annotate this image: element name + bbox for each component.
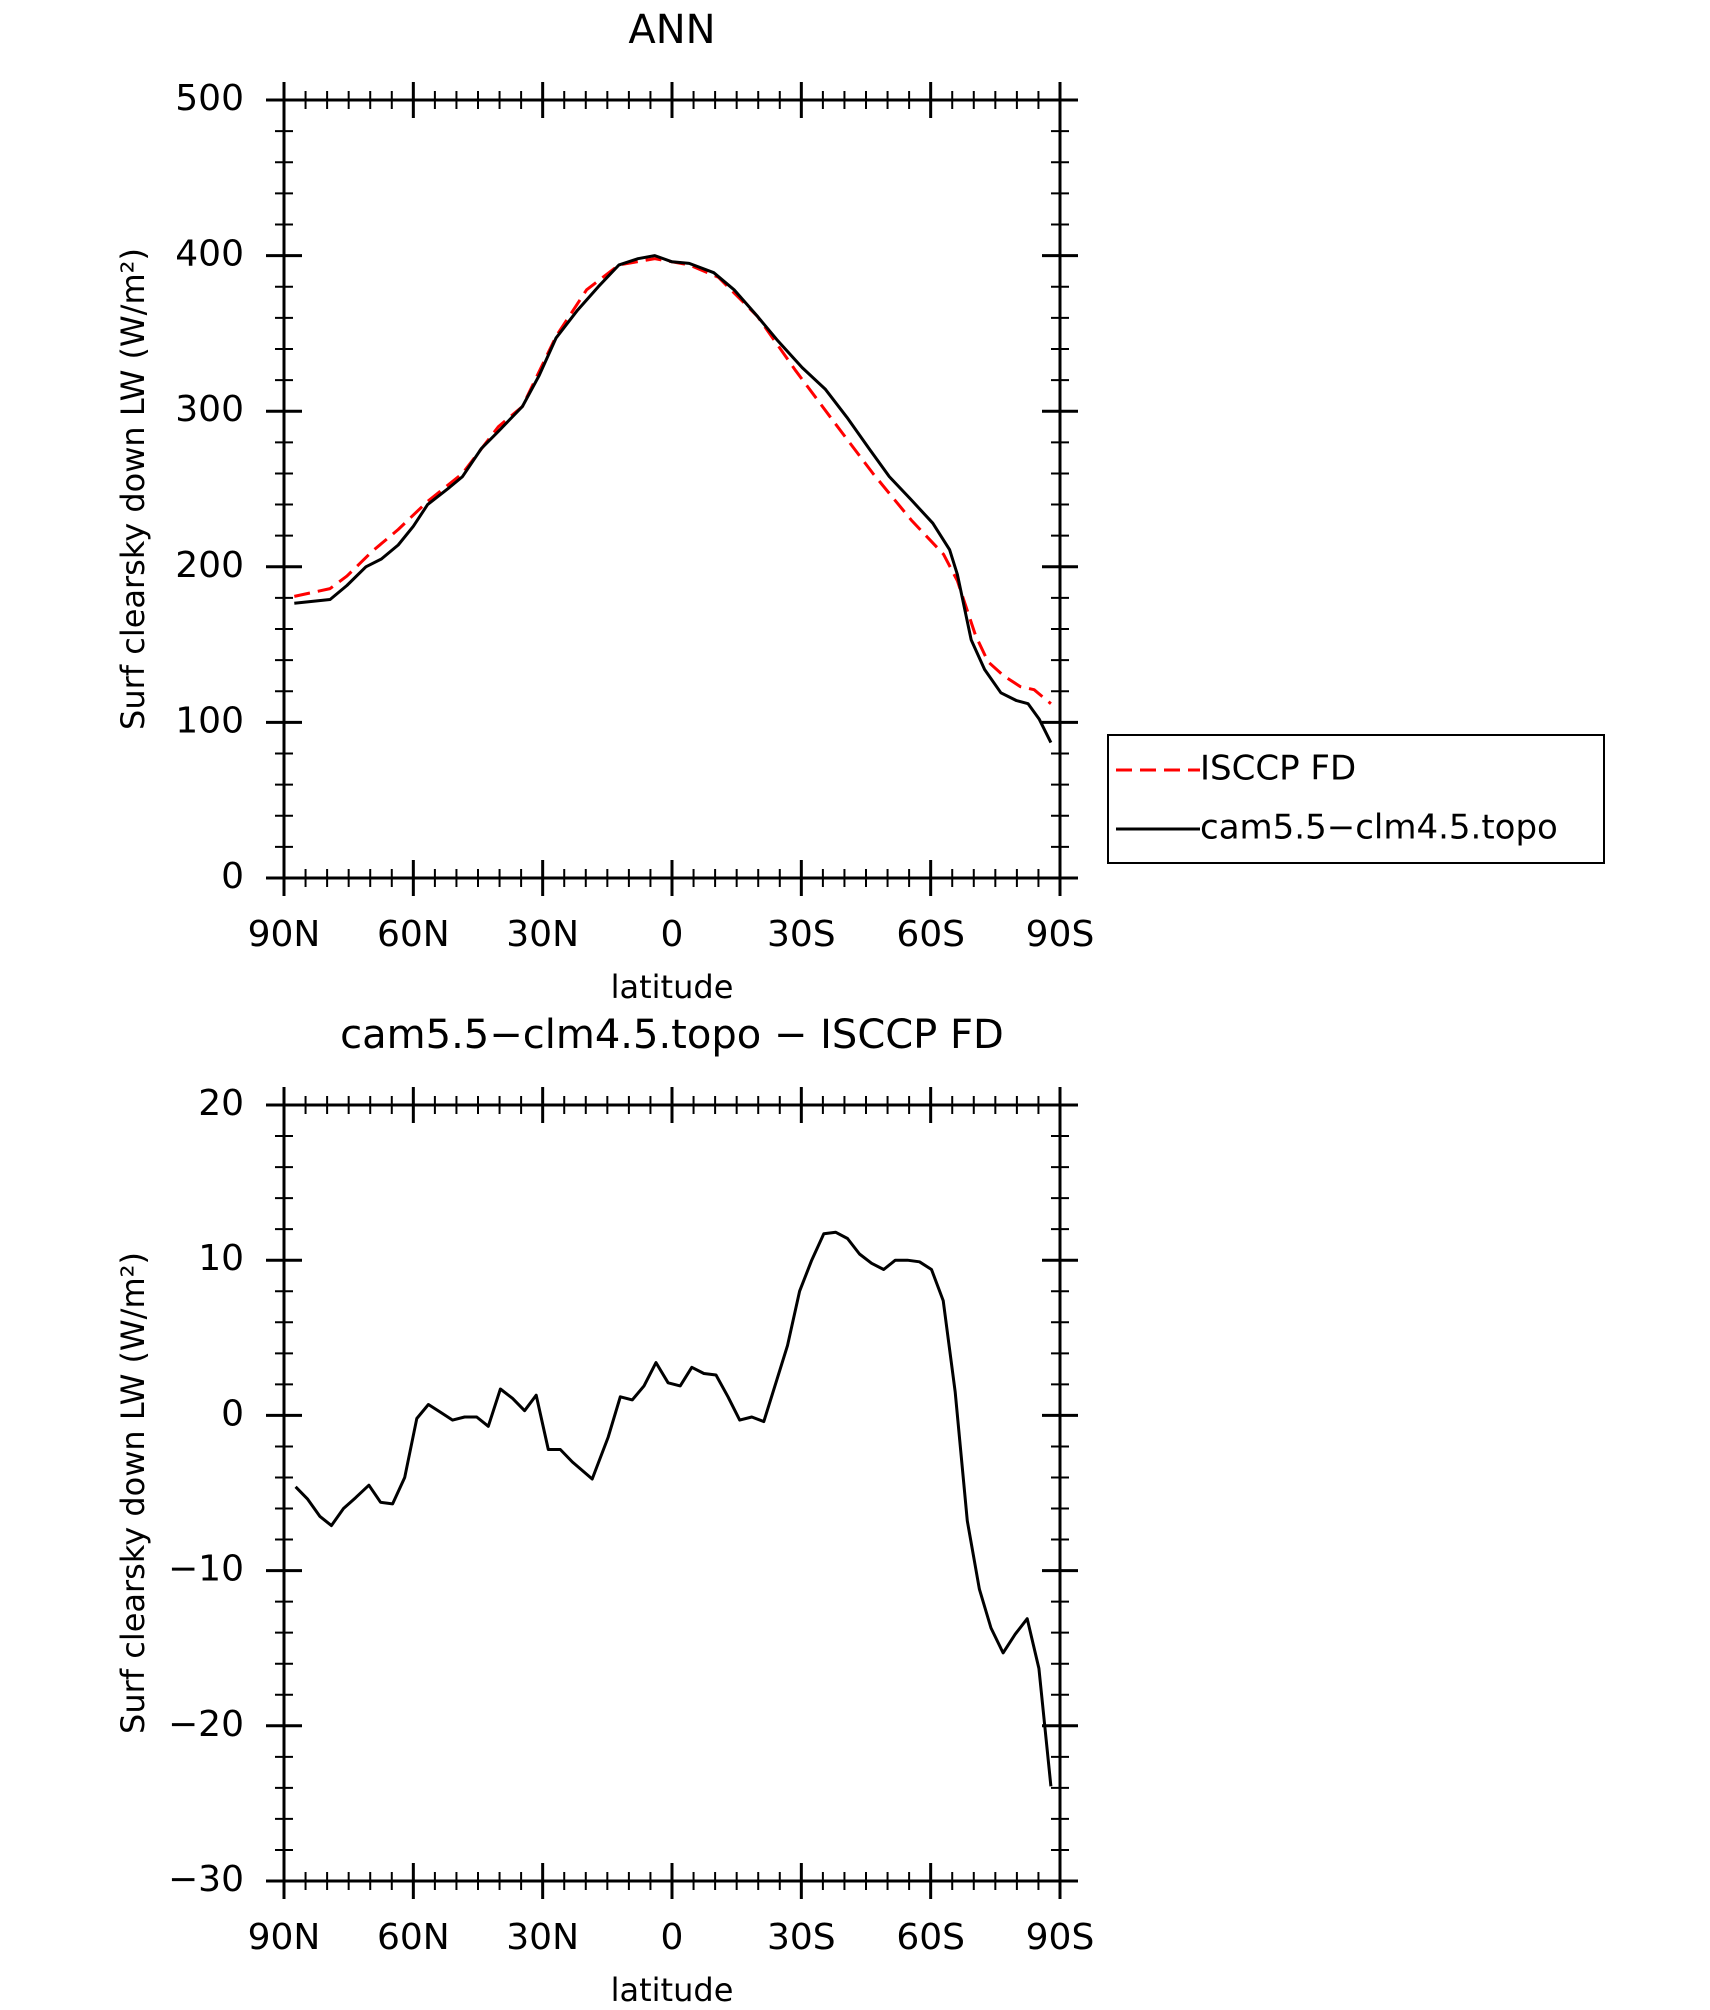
x-tick-label: 60N — [377, 914, 450, 955]
x-tick-label: 60N — [377, 1917, 450, 1958]
y-tick-label: 0 — [221, 1393, 244, 1434]
data-line — [294, 254, 1053, 744]
y-tick-label: 200 — [175, 545, 244, 586]
x-tick-label: 30N — [506, 914, 579, 955]
y-tick-label: 10 — [198, 1238, 244, 1279]
x-tick-label: 30S — [767, 914, 836, 955]
x-tick-label: 30S — [767, 1917, 836, 1958]
x-tick-label: 90S — [1026, 1917, 1095, 1958]
x-tick-label: 60S — [896, 914, 965, 955]
legend-box — [1107, 734, 1605, 864]
y-tick-label: −30 — [168, 1859, 244, 1900]
legend-label: ISCCP FD — [1200, 749, 1356, 789]
chart-title: ANN — [628, 7, 715, 53]
y-tick-label: −20 — [168, 1704, 244, 1745]
y-tick-label: 100 — [175, 700, 244, 741]
y-tick-label: 0 — [221, 856, 244, 897]
data-line — [294, 1230, 1053, 1787]
y-tick-label: 500 — [175, 78, 244, 119]
legend-label: cam5.5−clm4.5.topo — [1200, 808, 1558, 848]
y-axis-label: Surf clearsky down LW (W/m²) — [114, 248, 152, 730]
x-tick-label: 30N — [506, 1917, 579, 1958]
x-tick-label: 90N — [248, 914, 321, 955]
x-tick-label: 60S — [896, 1917, 965, 1958]
data-line — [293, 257, 1052, 705]
y-tick-label: 300 — [175, 389, 244, 430]
x-tick-label: 90N — [248, 1917, 321, 1958]
plot-frame — [282, 1103, 1062, 1883]
y-axis-label: Surf clearsky down LW (W/m²) — [114, 1252, 152, 1734]
y-tick-label: −10 — [168, 1549, 244, 1590]
y-tick-label: 400 — [175, 234, 244, 275]
y-tick-label: 20 — [198, 1083, 244, 1124]
x-axis-label: latitude — [611, 968, 734, 1006]
x-tick-label: 0 — [661, 1917, 684, 1958]
x-axis-label: latitude — [611, 1971, 734, 2009]
chart-title: cam5.5−clm4.5.topo − ISCCP FD — [340, 1012, 1004, 1058]
x-tick-label: 90S — [1026, 914, 1095, 955]
plot-frame — [282, 98, 1062, 880]
x-tick-label: 0 — [661, 914, 684, 955]
